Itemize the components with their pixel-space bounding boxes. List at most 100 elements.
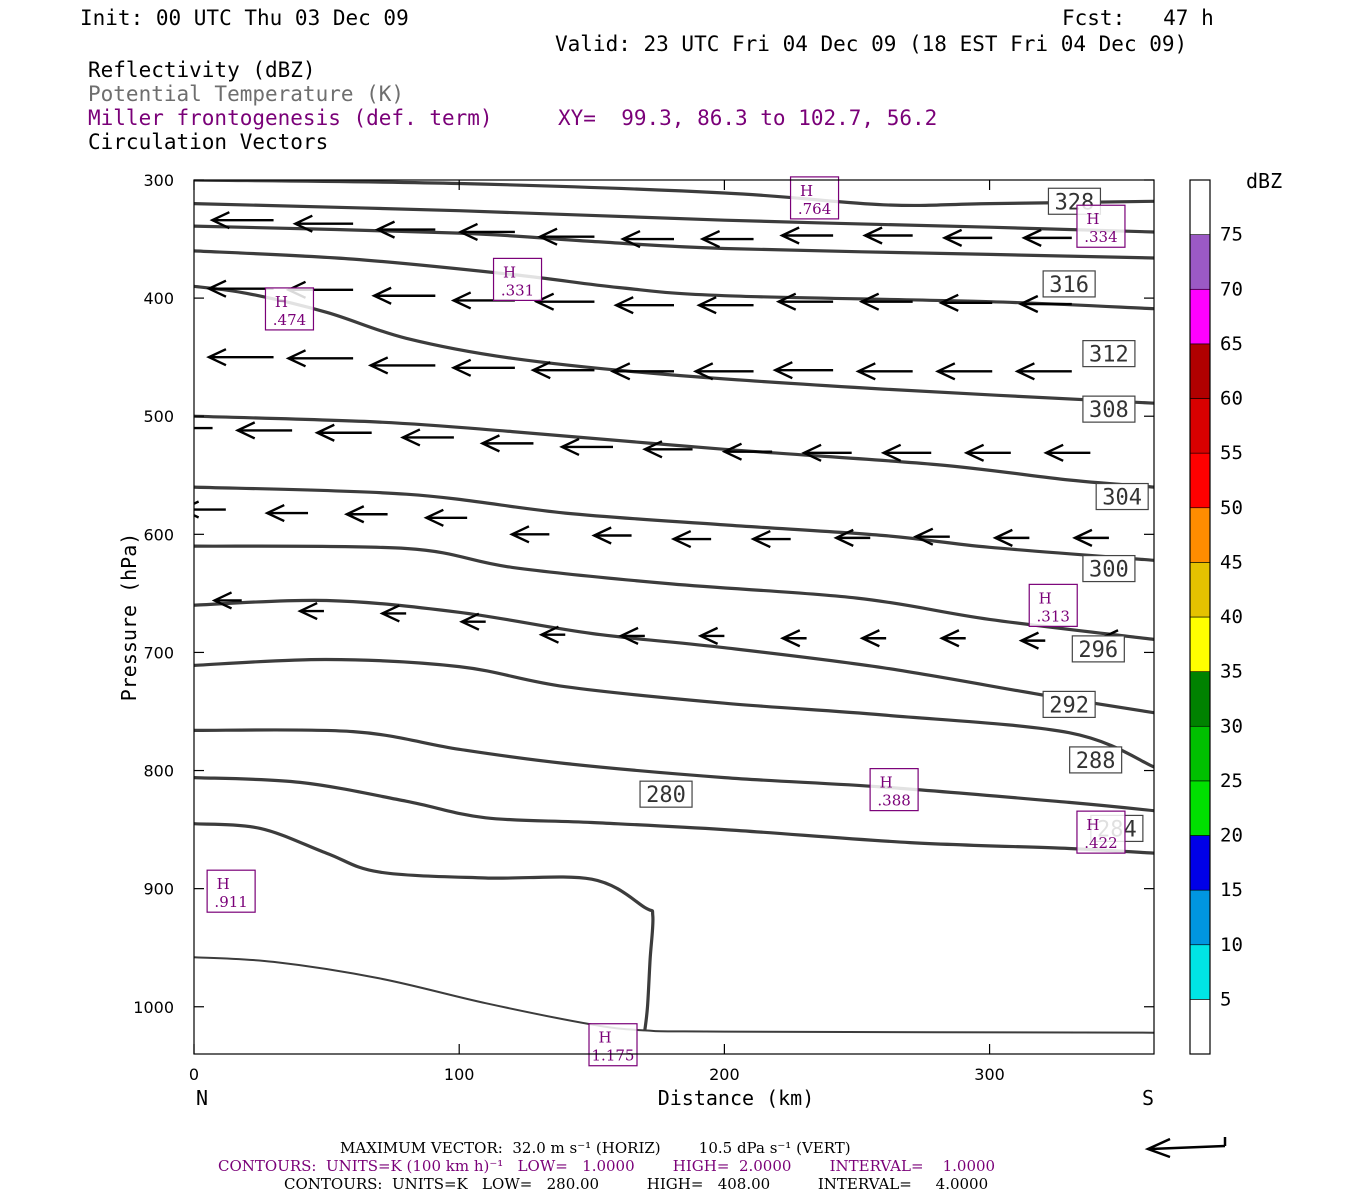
circulation-vector-head: [670, 529, 692, 549]
circulation-vector-head: [935, 362, 956, 381]
y-tick-label: 600: [143, 525, 174, 544]
x-axis-label: Distance (km): [658, 1086, 815, 1110]
circulation-vector-head: [618, 626, 639, 645]
colorbar-label: 25: [1220, 770, 1243, 792]
x-tick-label: 300: [974, 1065, 1005, 1084]
frontogenesis-max-value: .388: [877, 792, 910, 810]
frontogenesis-max-box: [1076, 204, 1126, 248]
circulation-vector-head: [642, 440, 663, 459]
circulation-vector-head: [297, 602, 318, 621]
contour-label-box: [1082, 340, 1136, 368]
y-tick-label: 400: [143, 289, 174, 308]
theta-contour-line: [194, 180, 1154, 208]
circulation-vector-head: [779, 629, 801, 648]
circulation-vector-head: [264, 503, 285, 523]
frontogenesis-max-letter: H: [503, 263, 516, 281]
circulation-vector-head: [559, 437, 580, 457]
theta-contour-line: [194, 485, 1154, 562]
contour-label: 304: [1102, 486, 1142, 511]
circulation-vector-head: [209, 211, 230, 230]
contour-label-box: [1069, 746, 1123, 774]
circulation-vector-head: [206, 279, 227, 298]
frontogenesis-max-letter: H: [275, 293, 288, 311]
frontogenesis-max-letter: H: [1039, 589, 1052, 607]
circulation-vector-head: [423, 508, 444, 527]
x-end-label-right: S: [1142, 1086, 1154, 1110]
colorbar-segment: [1189, 179, 1211, 235]
colorbar-unit: dBZ: [1246, 169, 1282, 193]
circulation-vector-head: [912, 527, 934, 546]
circulation-vector-head: [1072, 528, 1093, 547]
y-tick-label: 1000: [133, 998, 174, 1017]
contour-label: 312: [1089, 343, 1129, 368]
y-tick-label: 900: [143, 880, 174, 899]
colorbar-label: 30: [1220, 715, 1243, 737]
circulation-vector-head: [1017, 294, 1039, 314]
circulation-vector-head: [133, 209, 150, 225]
contour-labels: 328316312308304300296292288284280: [639, 187, 1149, 842]
contour-label: 316: [1049, 273, 1089, 298]
colorbar-segment: [1189, 999, 1211, 1055]
theta-contour-line: [194, 956, 1154, 1034]
x-tick-label: 0: [189, 1065, 199, 1084]
theta-contour-line: [194, 544, 1154, 641]
frontogenesis-max-box: [264, 287, 315, 331]
x-tick-label: 100: [444, 1065, 475, 1084]
circulation-vector-head: [699, 229, 721, 249]
colorbar-segment: [1189, 507, 1211, 563]
circulation-vector-head: [450, 358, 472, 377]
colorbar-segment: [1189, 452, 1211, 509]
frontogenesis-max-value: .422: [1084, 834, 1117, 852]
reference-vector: [1144, 1137, 1227, 1159]
circulation-vector-head: [613, 296, 634, 315]
circulation-vector-head: [609, 362, 631, 381]
colorbar-segment: [1189, 671, 1211, 727]
init-time: Init: 00 UTC Thu 03 Dec 09: [80, 6, 409, 30]
colorbar-label: 55: [1220, 442, 1243, 464]
contour-label: 296: [1078, 638, 1118, 663]
circulation-vector-head: [459, 612, 480, 631]
theta-contour-line: [194, 414, 1154, 489]
circulation-vector-head: [620, 229, 641, 249]
axes: 300 400 500 600 700 800 900 1000 0 100 200 300: [133, 171, 1154, 1084]
circulation-vector-head: [374, 220, 396, 239]
circulation-vector-head: [509, 525, 530, 544]
x-tick-label: 200: [709, 1065, 740, 1084]
contour-label-box: [1042, 270, 1096, 298]
theta-contour-line: [194, 657, 1154, 769]
circulation-vector-head: [285, 349, 307, 368]
circulation-vector-head: [779, 226, 800, 245]
circulation-vector-head: [1018, 631, 1039, 650]
circulation-vector-head: [941, 228, 963, 247]
circulation-vector-head: [862, 226, 883, 245]
circulation-vector-head: [314, 423, 335, 442]
circulation-vector-head: [530, 361, 551, 380]
circulation-vector-head: [696, 296, 717, 315]
circulation-vector-head: [721, 442, 743, 461]
colorbar-segment: [1189, 343, 1211, 399]
contour-label-box: [1095, 482, 1149, 511]
x-end-label-left: N: [196, 1086, 208, 1110]
frontogenesis-max-box: [1076, 810, 1126, 854]
colorbar-segment: [1189, 288, 1211, 345]
colorbar-segment: [1189, 562, 1211, 618]
y-tick-label: 700: [143, 643, 174, 662]
y-tick-label: 300: [143, 171, 174, 190]
y-tick-label: 800: [143, 762, 174, 781]
colorbar-label: 15: [1220, 879, 1243, 901]
frontogenesis-max-value: .331: [501, 281, 534, 299]
theta-contour-line: [194, 728, 1154, 813]
field-frontogenesis: Miller frontogenesis (def. term): [88, 106, 493, 130]
circulation-vector-head: [292, 214, 313, 233]
colorbar-segment: [1189, 944, 1211, 1000]
contour-label-box: [1082, 395, 1136, 423]
theta-contour-line: [194, 249, 1154, 311]
circulation-vector-head: [234, 421, 256, 440]
field-circulation-vectors: Circulation Vectors: [88, 130, 329, 154]
theta-contours: [194, 180, 1154, 1034]
frontogenesis-max-box: [492, 257, 543, 301]
frontogenesis-maxima: H.764H.334H.331H.474H.313H.388H.422H.911…: [206, 176, 1126, 1067]
circulation-vector-head: [211, 591, 233, 610]
circulation-vector-head: [963, 443, 985, 462]
